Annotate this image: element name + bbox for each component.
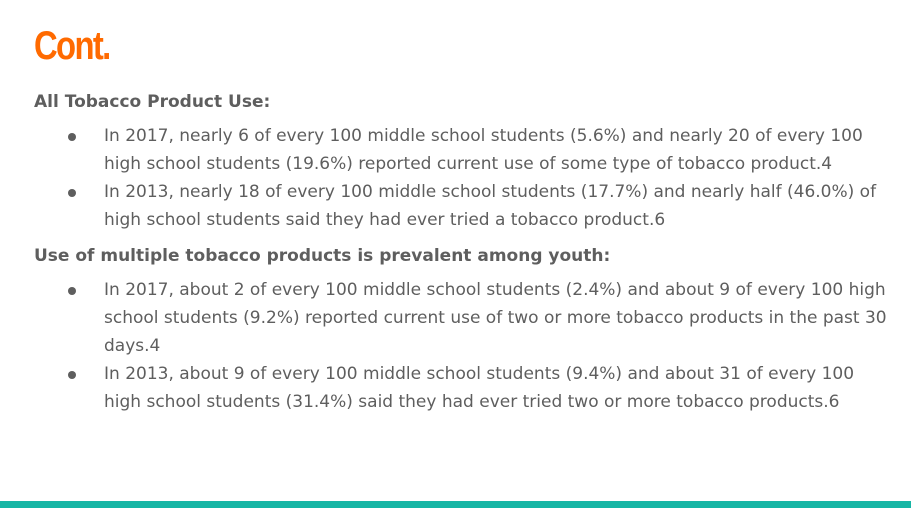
bullet-item: In 2013, about 9 of every 100 middle sch… [34,360,894,416]
bullet-item: In 2017, about 2 of every 100 middle sch… [34,276,894,360]
bullet-item: In 2013, nearly 18 of every 100 middle s… [34,178,894,234]
bullet-icon [68,371,76,379]
section-heading-all-tobacco: All Tobacco Product Use: [34,92,271,112]
section-heading-multiple-products: Use of multiple tobacco products is prev… [34,246,611,266]
slide-content: All Tobacco Product Use: In 2017, nearly… [34,88,894,424]
bullet-list-all-tobacco: In 2017, nearly 6 of every 100 middle sc… [34,122,894,234]
bullet-list-multiple-products: In 2017, about 2 of every 100 middle sch… [34,276,894,416]
bottom-accent-bar [0,501,911,508]
bullet-icon [68,189,76,197]
bullet-text: In 2017, about 2 of every 100 middle sch… [104,280,887,356]
bullet-text: In 2017, nearly 6 of every 100 middle sc… [104,126,863,174]
bullet-text: In 2013, about 9 of every 100 middle sch… [104,364,855,412]
bullet-item: In 2017, nearly 6 of every 100 middle sc… [34,122,894,178]
bullet-icon [68,133,76,141]
slide-title: Cont. [34,24,111,68]
bullet-icon [68,287,76,295]
bullet-text: In 2013, nearly 18 of every 100 middle s… [104,182,877,230]
